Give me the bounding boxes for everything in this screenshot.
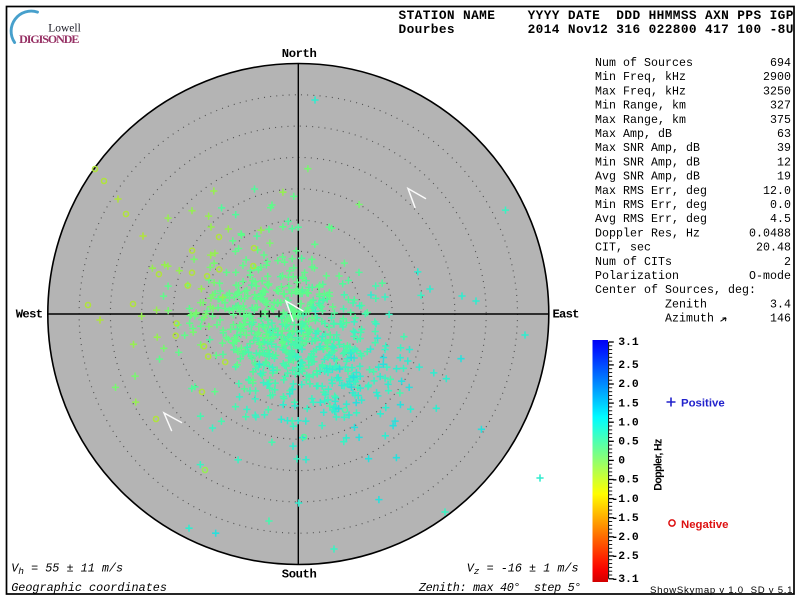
svg-text:CIT, sec 20.48: CIT, sec 20.48 <box>595 242 791 255</box>
svg-text:Zenith: max 40° step 5°: Zenith: max 40° step 5° <box>418 581 582 595</box>
svg-text:Polarization O-mode: Polarization O-mode <box>595 270 791 283</box>
svg-text:1.5: 1.5 <box>618 398 639 410</box>
svg-text:East: East <box>553 308 580 322</box>
svg-text:Doppler, Hz: Doppler, Hz <box>652 439 664 491</box>
svg-text:Min SNR Amp, dB 12: Min SNR Amp, dB 12 <box>595 156 791 169</box>
svg-text:Dourbes 2014 Nov12 316: Dourbes 2014 Nov12 316 022800 417 100 -8… <box>399 22 794 37</box>
svg-text:Max RMS Err, deg 12.0: Max RMS Err, deg 12.0 <box>595 185 791 198</box>
svg-text:-1.5: -1.5 <box>611 513 639 525</box>
svg-text:Avg SNR Amp, dB 19: Avg SNR Amp, dB 19 <box>595 171 791 184</box>
svg-text:Positive: Positive <box>681 397 725 409</box>
svg-text:-2.5: -2.5 <box>611 551 639 563</box>
svg-text:Azimuth 146: Azimuth 146 <box>595 313 791 326</box>
svg-text:-1.0: -1.0 <box>611 494 639 506</box>
svg-text:Max Range, km 375: Max Range, km 375 <box>595 114 791 127</box>
svg-text:0: 0 <box>618 456 625 468</box>
svg-text:DIGISONDE: DIGISONDE <box>19 32 79 46</box>
svg-text:Max SNR Amp, dB 39: Max SNR Amp, dB 39 <box>595 142 791 155</box>
svg-text:Max Freq, kHz 3250: Max Freq, kHz 3250 <box>595 85 791 98</box>
svg-text:Lowell: Lowell <box>48 22 81 34</box>
svg-text:Doppler Res, Hz 0.0488: Doppler Res, Hz 0.0488 <box>595 227 791 240</box>
svg-text:Avg RMS Err, deg 4.5: Avg RMS Err, deg 4.5 <box>595 213 791 226</box>
svg-text:Min RMS Err, deg 0.0: Min RMS Err, deg 0.0 <box>595 199 791 212</box>
svg-text:-0.5: -0.5 <box>611 475 639 487</box>
svg-text:-3.1: -3.1 <box>611 574 639 586</box>
svg-text:South: South <box>282 568 317 582</box>
svg-text:Num of Sources 694: Num of Sources 694 <box>595 57 791 70</box>
svg-text:North: North <box>282 47 317 61</box>
svg-text:Num of CITs 2: Num of CITs 2 <box>595 256 791 269</box>
svg-text:Geographic coordinates: Geographic coordinates <box>11 581 167 595</box>
svg-text:-2.0: -2.0 <box>611 532 639 544</box>
svg-text:0.5: 0.5 <box>618 437 639 449</box>
svg-text:Max Amp, dB 63: Max Amp, dB 63 <box>595 128 791 141</box>
svg-text:Negative: Negative <box>681 519 728 531</box>
svg-text:1.0: 1.0 <box>618 417 639 429</box>
svg-text:STATION NAME YYYY DATE DDD: STATION NAME YYYY DATE DDD HHMMSS AXN PP… <box>399 8 794 23</box>
svg-text:3.1: 3.1 <box>618 337 639 349</box>
svg-text:2.0: 2.0 <box>618 379 639 391</box>
svg-text:West: West <box>16 308 43 322</box>
svg-text:Vz = -16 ± 1 m/s: Vz = -16 ± 1 m/s <box>467 561 579 577</box>
svg-text:Min Range, km 327: Min Range, km 327 <box>595 100 791 113</box>
svg-text:ShowSkymap v 1.0 SD v 5.1: ShowSkymap v 1.0 SD v 5.1 <box>650 585 793 596</box>
svg-text:Zenith 3.4: Zenith 3.4 <box>595 298 791 311</box>
svg-text:Min Freq, kHz 2900: Min Freq, kHz 2900 <box>595 71 791 84</box>
svg-text:Vh = 55 ± 11 m/s: Vh = 55 ± 11 m/s <box>11 561 123 577</box>
svg-text:Center of Sources, deg:: Center of Sources, deg: <box>595 284 756 297</box>
svg-text:2.5: 2.5 <box>618 360 639 372</box>
